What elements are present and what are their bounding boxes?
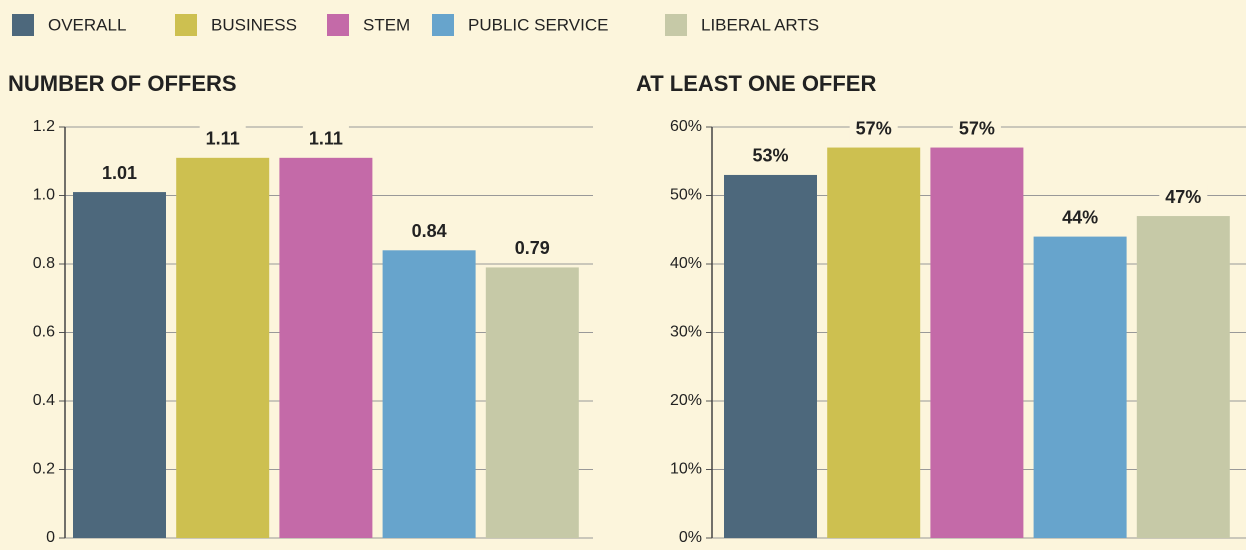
- bar: [485, 267, 579, 538]
- bar: [827, 147, 921, 539]
- value-label: 1.11: [206, 129, 240, 149]
- value-label-bg: [405, 218, 453, 245]
- legend-swatch: [327, 14, 349, 36]
- legend-swatch: [12, 14, 34, 36]
- bar: [176, 157, 270, 538]
- y-tick-label: 20%: [670, 392, 702, 409]
- value-label: 53%: [752, 146, 788, 166]
- bar: [382, 250, 476, 539]
- y-tick-label: 0%: [679, 529, 702, 546]
- y-tick-label: 30%: [670, 324, 702, 341]
- value-label-bg: [849, 115, 898, 142]
- bar: [1136, 216, 1230, 539]
- value-label: 1.01: [102, 163, 137, 183]
- y-tick-label: 0.4: [33, 392, 55, 409]
- bar: [930, 147, 1024, 539]
- value-label-bg: [508, 235, 556, 262]
- legend-swatch: [432, 14, 454, 36]
- legend-label: STEM: [363, 15, 410, 34]
- chart-title: NUMBER OF OFFERS: [8, 71, 237, 96]
- value-label: 1.11: [309, 129, 343, 149]
- y-tick-label: 0.6: [33, 324, 55, 341]
- bar: [279, 157, 373, 538]
- legend-label: LIBERAL ARTS: [701, 15, 819, 34]
- y-tick-label: 40%: [670, 255, 702, 272]
- y-tick-label: 0.8: [33, 255, 55, 272]
- bar: [724, 174, 817, 538]
- bar: [73, 192, 166, 538]
- y-tick-label: 50%: [670, 187, 702, 204]
- value-label-bg: [302, 125, 349, 152]
- value-label-bg: [1159, 184, 1208, 211]
- value-label-bg: [95, 160, 144, 187]
- bar: [1033, 236, 1127, 538]
- y-tick-label: 1.2: [33, 118, 55, 135]
- chart-title: AT LEAST ONE OFFER: [636, 71, 876, 96]
- value-label: 47%: [1165, 187, 1201, 207]
- y-tick-label: 0.2: [33, 461, 55, 478]
- value-label-bg: [746, 142, 795, 169]
- legend-label: PUBLIC SERVICE: [468, 15, 608, 34]
- y-tick-label: 1.0: [33, 187, 55, 204]
- value-label: 57%: [856, 118, 892, 138]
- y-tick-label: 60%: [670, 118, 702, 135]
- value-label: 0.84: [412, 221, 447, 241]
- value-label-bg: [199, 125, 246, 152]
- value-label-bg: [952, 115, 1001, 142]
- y-tick-label: 10%: [670, 461, 702, 478]
- legend-label: OVERALL: [48, 15, 126, 34]
- value-label: 57%: [959, 118, 995, 138]
- legend-swatch: [665, 14, 687, 36]
- value-label: 0.79: [515, 238, 550, 258]
- y-tick-label: 0: [46, 529, 55, 546]
- value-label-bg: [1056, 204, 1105, 231]
- legend-label: BUSINESS: [211, 15, 297, 34]
- legend-swatch: [175, 14, 197, 36]
- value-label: 44%: [1062, 207, 1098, 227]
